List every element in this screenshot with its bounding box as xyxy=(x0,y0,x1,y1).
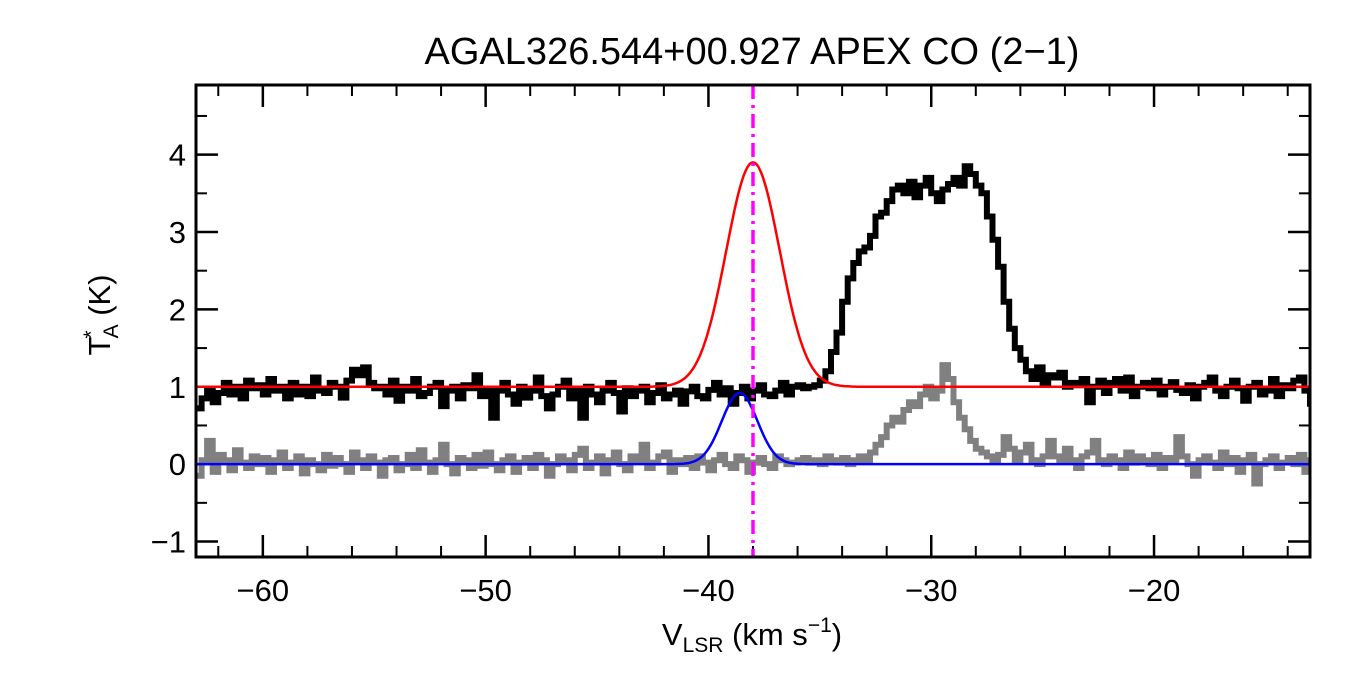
y-tick-label: 2 xyxy=(169,292,186,327)
x-tick-label: −60 xyxy=(237,573,290,608)
x-axis-label-units: (km s xyxy=(723,617,807,652)
plot-series xyxy=(196,161,1310,487)
y-tick-label: −1 xyxy=(151,525,186,560)
x-tick-label: −20 xyxy=(1128,573,1181,608)
x-tick-label: −30 xyxy=(905,573,958,608)
x-tick-labels: −60 −50 −40 −30 −20 xyxy=(237,573,1181,608)
plot-frame xyxy=(194,83,1312,559)
y-axis-label-sub: A xyxy=(100,324,123,338)
x-axis-label-base: V xyxy=(662,617,683,652)
y-tick-labels: −1 0 1 2 3 4 xyxy=(151,138,186,560)
x-tick-label: −50 xyxy=(459,573,512,608)
y-axis-label-sup: * xyxy=(80,330,103,338)
fit-red xyxy=(196,161,1310,389)
x-axis-label-close: ) xyxy=(832,617,842,652)
y-axis-label: T*A (K) xyxy=(80,274,123,355)
y-tick-label: 3 xyxy=(169,215,186,250)
y-tick-label: 0 xyxy=(169,447,186,482)
x-axis-label-sub: LSR xyxy=(683,634,724,657)
y-axis-label-units: (K) xyxy=(82,274,117,324)
x-axis-label: VLSR (km s−1) xyxy=(662,614,842,657)
x-axis-label-sup: −1 xyxy=(808,614,832,637)
tick-marks xyxy=(196,85,1310,557)
y-axis-label-group: T*A (K) xyxy=(80,274,123,355)
y-tick-label: 4 xyxy=(169,138,186,173)
y-tick-label: 1 xyxy=(169,370,186,405)
spectrum-black xyxy=(196,163,1310,421)
chart-title: AGAL326.544+00.927 APEX CO (2−1) xyxy=(425,31,1080,73)
y-axis-label-base: T xyxy=(82,337,117,356)
x-tick-label: −40 xyxy=(682,573,735,608)
spectrum-gray xyxy=(196,362,1310,487)
